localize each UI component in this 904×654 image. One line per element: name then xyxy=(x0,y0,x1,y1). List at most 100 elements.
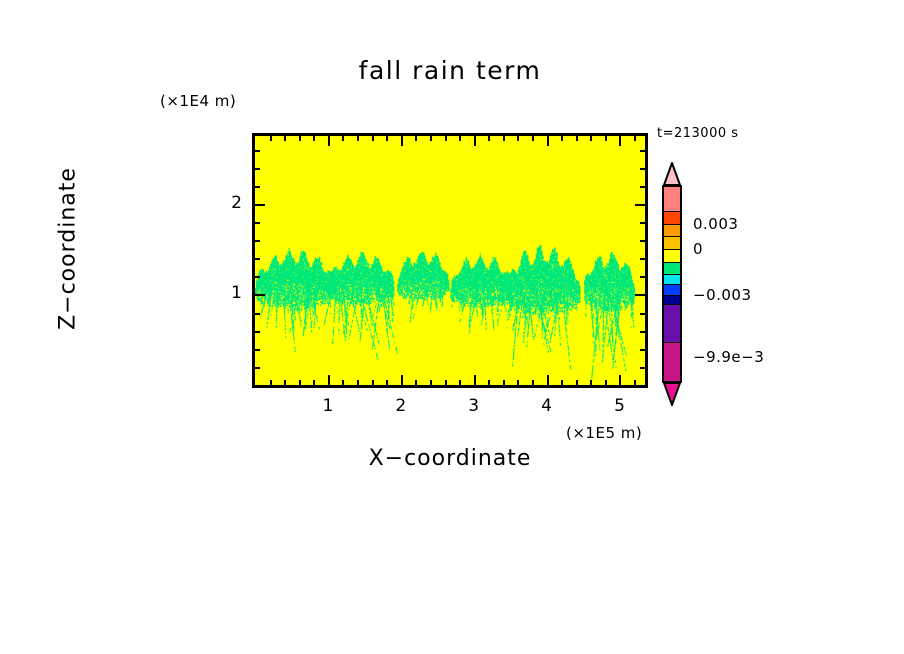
y-tick-label: 1 xyxy=(231,283,242,304)
x-tick-minor xyxy=(430,136,432,141)
y-axis-unit-label: (×1E4 m) xyxy=(160,92,237,110)
x-tick-minor xyxy=(386,380,388,385)
x-tick-minor xyxy=(313,380,315,385)
y-tick-minor xyxy=(640,222,645,224)
colorbar-tick-label: −0.003 xyxy=(693,285,752,304)
y-tick-minor xyxy=(255,294,265,296)
x-tick-minor xyxy=(576,380,578,385)
colorbar: 0.003 0 −0.003 −9.9e−3 xyxy=(660,160,764,408)
x-tick-minor xyxy=(590,136,592,141)
x-tick-minor xyxy=(430,380,432,385)
x-tick-minor xyxy=(342,380,344,385)
timestamp-label: t=213000 s xyxy=(657,126,739,141)
x-tick-minor xyxy=(605,380,607,385)
x-tick-minor xyxy=(445,136,447,141)
x-tick-minor xyxy=(445,380,447,385)
colorbar-extend-high-arrow xyxy=(660,160,684,186)
colorbar-band xyxy=(664,284,680,296)
x-tick-minor xyxy=(634,136,636,141)
colorbar-band xyxy=(664,212,680,225)
x-tick-minor xyxy=(328,375,330,385)
y-tick-minor xyxy=(255,367,260,369)
y-tick-label: 2 xyxy=(231,192,242,213)
x-tick-minor xyxy=(503,380,505,385)
x-tick-minor xyxy=(342,136,344,141)
x-tick-minor xyxy=(401,375,403,385)
y-tick-minor xyxy=(255,258,260,260)
y-tick-minor xyxy=(640,258,645,260)
x-tick-minor xyxy=(619,375,621,385)
x-tick-minor xyxy=(386,136,388,141)
colorbar-extend-low-arrow xyxy=(660,382,684,408)
colorbar-band xyxy=(664,295,680,306)
x-tick-minor xyxy=(517,136,519,141)
x-tick-minor xyxy=(357,136,359,141)
x-tick-minor xyxy=(605,136,607,141)
y-tick-minor xyxy=(640,331,645,333)
x-tick-minor xyxy=(313,136,315,141)
y-tick-minor xyxy=(255,222,260,224)
y-tick-minor xyxy=(640,240,645,242)
x-tick-minor xyxy=(561,136,563,141)
colorbar-tick-label: 0.003 xyxy=(693,214,739,233)
colorbar-tick-label: −9.9e−3 xyxy=(693,348,765,367)
x-tick-minor xyxy=(372,380,374,385)
y-tick-minor xyxy=(255,349,260,351)
x-tick-label: 2 xyxy=(395,396,407,416)
y-tick-minor xyxy=(635,294,645,296)
colorbar-band xyxy=(664,275,680,285)
x-tick-minor xyxy=(532,136,534,141)
x-tick-minor xyxy=(590,380,592,385)
x-tick-minor xyxy=(459,380,461,385)
y-tick-minor xyxy=(255,150,260,152)
x-tick-minor xyxy=(474,375,476,385)
x-tick-minor xyxy=(415,136,417,141)
y-tick-minor xyxy=(255,276,260,278)
plot-area xyxy=(252,133,648,388)
y-tick-minor xyxy=(255,331,260,333)
colorbar-band xyxy=(664,249,680,263)
x-tick-label: 1 xyxy=(322,396,334,416)
colorbar-tick-label: 0 xyxy=(693,239,704,258)
colorbar-band xyxy=(664,237,680,250)
x-tick-minor xyxy=(328,136,330,146)
x-tick-minor xyxy=(459,136,461,141)
chart-title: fall rain term xyxy=(358,56,542,85)
y-tick-minor xyxy=(640,168,645,170)
x-tick-minor xyxy=(415,380,417,385)
x-tick-minor xyxy=(284,380,286,385)
y-tick-minor xyxy=(255,168,260,170)
x-tick-minor xyxy=(532,380,534,385)
x-tick-minor xyxy=(503,136,505,141)
y-tick-minor xyxy=(635,204,645,206)
x-tick-minor xyxy=(619,136,621,146)
colorbar-bands xyxy=(662,185,682,383)
colorbar-band xyxy=(664,343,680,381)
x-tick-minor xyxy=(547,375,549,385)
x-tick-minor xyxy=(488,380,490,385)
y-tick-minor xyxy=(640,186,645,188)
x-tick-minor xyxy=(270,380,272,385)
x-tick-label: 4 xyxy=(541,396,552,416)
x-tick-minor xyxy=(372,136,374,141)
colorbar-band xyxy=(664,262,680,276)
x-tick-minor xyxy=(299,136,301,141)
y-axis-title: Z−coordinate xyxy=(55,167,81,330)
colorbar-band xyxy=(664,224,680,238)
x-tick-minor xyxy=(488,136,490,141)
y-tick-minor xyxy=(640,276,645,278)
x-tick-minor xyxy=(474,136,476,146)
y-tick-minor xyxy=(255,240,260,242)
x-axis-unit-label: (×1E5 m) xyxy=(566,424,643,442)
x-tick-minor xyxy=(401,136,403,146)
x-tick-minor xyxy=(576,136,578,141)
x-tick-minor xyxy=(270,136,272,141)
y-tick-minor xyxy=(255,313,260,315)
colorbar-band xyxy=(664,187,680,213)
x-tick-label: 3 xyxy=(468,396,480,416)
x-tick-minor xyxy=(634,380,636,385)
x-tick-minor xyxy=(561,380,563,385)
x-tick-minor xyxy=(517,380,519,385)
field-raster xyxy=(255,136,645,385)
